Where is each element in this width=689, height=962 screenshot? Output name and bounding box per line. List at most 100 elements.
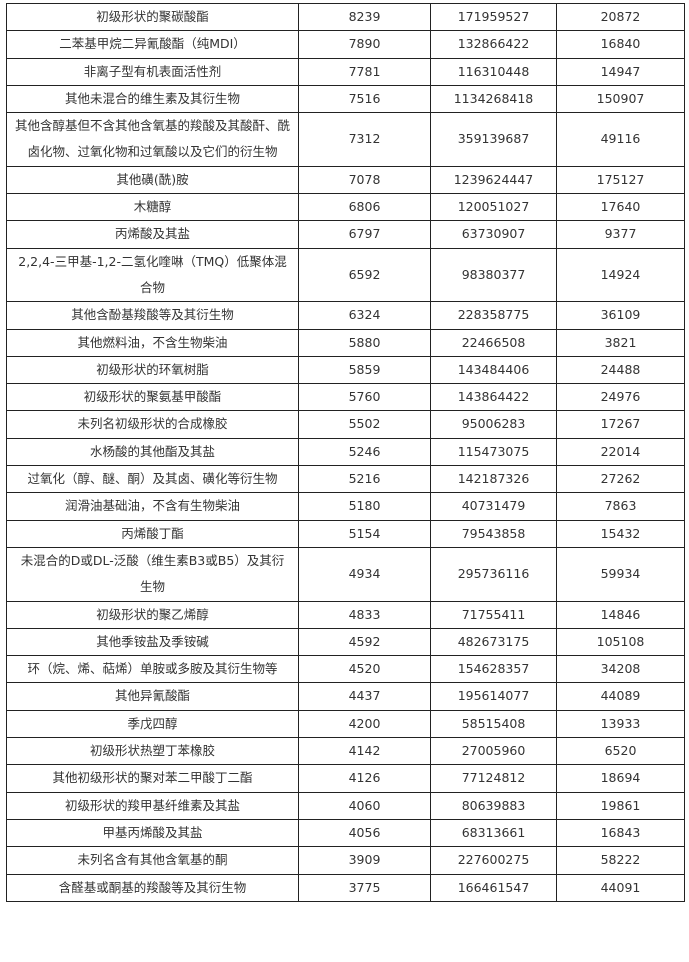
product-name-cell: 过氧化（醇、醚、酮）及其卤、磺化等衍生物 xyxy=(6,465,299,494)
value-cell-1: 4056 xyxy=(298,818,431,848)
value-cell-2: 120051027 xyxy=(430,193,557,222)
value-cell-2: 116310448 xyxy=(430,57,557,86)
table-row: 过氧化（醇、醚、酮）及其卤、磺化等衍生物 5216 142187326 27262 xyxy=(6,465,685,494)
value-cell-1: 3909 xyxy=(298,846,431,875)
value-cell-2: 1134268418 xyxy=(430,84,557,114)
table-row: 其他燃料油，不含生物柴油 5880 22466508 3821 xyxy=(6,328,685,357)
product-name-cell: 丙烯酸及其盐 xyxy=(6,220,299,249)
product-name-cell: 丙烯酸丁酯 xyxy=(6,519,299,548)
value-cell-3: 175127 xyxy=(556,165,685,195)
product-name-cell: 未列名含有其他含氧基的酮 xyxy=(6,846,299,875)
product-name-cell: 初级形状的聚乙烯醇 xyxy=(6,600,299,629)
value-cell-1: 7078 xyxy=(298,165,431,195)
value-cell-2: 132866422 xyxy=(430,30,557,59)
value-cell-3: 3821 xyxy=(556,328,685,357)
value-cell-3: 24488 xyxy=(556,355,685,385)
value-cell-3: 22014 xyxy=(556,437,685,467)
value-cell-2: 63730907 xyxy=(430,220,557,249)
value-cell-3: 105108 xyxy=(556,627,685,657)
product-name-cell: 水杨酸的其他酯及其盐 xyxy=(6,437,299,467)
table-row: 丙烯酸及其盐 6797 63730907 9377 xyxy=(6,220,685,249)
table-row: 季戊四醇 4200 58515408 13933 xyxy=(6,709,685,739)
value-cell-3: 17640 xyxy=(556,193,685,222)
product-name-cell: 其他初级形状的聚对苯二甲酸丁二酯 xyxy=(6,764,299,793)
value-cell-3: 7863 xyxy=(556,492,685,521)
value-cell-2: 95006283 xyxy=(430,410,557,439)
product-name-cell: 含醛基或酮基的羧酸等及其衍生物 xyxy=(6,873,299,902)
product-name-cell: 初级形状热塑丁苯橡胶 xyxy=(6,737,299,766)
value-cell-1: 4060 xyxy=(298,791,431,820)
table-row: 其他异氰酸酯 4437 195614077 44089 xyxy=(6,682,685,711)
value-cell-3: 34208 xyxy=(556,655,685,684)
product-name-cell: 甲基丙烯酸及其盐 xyxy=(6,818,299,848)
table-row: 未混合的D或DL-泛酸（维生素B3或B5）及其衍生物 4934 295736116 5… xyxy=(6,546,685,602)
data-table: 初级形状的聚碳酸酯 8239 171959527 20872 二苯基甲烷二异氰酸酯（纯M… xyxy=(6,2,685,902)
value-cell-1: 6324 xyxy=(298,301,431,330)
table-row: 其他初级形状的聚对苯二甲酸丁二酯 4126 77124812 18694 xyxy=(6,764,685,793)
value-cell-1: 5880 xyxy=(298,328,431,357)
product-name-cell: 润滑油基础油，不含有生物柴油 xyxy=(6,492,299,521)
value-cell-3: 58222 xyxy=(556,846,685,875)
value-cell-1: 5246 xyxy=(298,437,431,467)
value-cell-3: 16843 xyxy=(556,818,685,848)
value-cell-1: 4520 xyxy=(298,655,431,684)
product-name-cell: 初级形状的环氧树脂 xyxy=(6,355,299,385)
table-row: 二苯基甲烷二异氰酸酯（纯MDI） 7890 132866422 16840 xyxy=(6,30,685,59)
value-cell-1: 4437 xyxy=(298,682,431,711)
table-row: 未列名初级形状的合成橡胶 5502 95006283 17267 xyxy=(6,410,685,439)
value-cell-1: 7781 xyxy=(298,57,431,86)
product-name-cell: 其他异氰酸酯 xyxy=(6,682,299,711)
value-cell-1: 5760 xyxy=(298,383,431,412)
value-cell-1: 8239 xyxy=(298,2,431,32)
value-cell-1: 4126 xyxy=(298,764,431,793)
value-cell-3: 13933 xyxy=(556,709,685,739)
table-row: 甲基丙烯酸及其盐 4056 68313661 16843 xyxy=(6,818,685,848)
table-row: 非离子型有机表面活性剂 7781 116310448 14947 xyxy=(6,57,685,86)
value-cell-3: 20872 xyxy=(556,2,685,32)
value-cell-2: 22466508 xyxy=(430,328,557,357)
value-cell-2: 171959527 xyxy=(430,2,557,32)
product-name-cell: 其他未混合的维生素及其衍生物 xyxy=(6,84,299,114)
value-cell-2: 79543858 xyxy=(430,519,557,548)
table-row: 初级形状的羧甲基纤维素及其盐 4060 80639883 19861 xyxy=(6,791,685,820)
value-cell-2: 77124812 xyxy=(430,764,557,793)
product-name-cell: 其他燃料油，不含生物柴油 xyxy=(6,328,299,357)
value-cell-1: 5180 xyxy=(298,492,431,521)
table-row: 丙烯酸丁酯 5154 79543858 15432 xyxy=(6,519,685,548)
value-cell-1: 5859 xyxy=(298,355,431,385)
table-row: 2,2,4-三甲基-1,2-二氢化喹啉（TMQ）低聚体混合物 6592 983803… xyxy=(6,247,685,303)
table-row: 木糖醇 6806 120051027 17640 xyxy=(6,193,685,222)
product-name-cell: 其他磺(酰)胺 xyxy=(6,165,299,195)
value-cell-2: 143484406 xyxy=(430,355,557,385)
value-cell-3: 27262 xyxy=(556,465,685,494)
value-cell-2: 115473075 xyxy=(430,437,557,467)
value-cell-1: 7890 xyxy=(298,30,431,59)
product-name-cell: 环（烷、烯、萜烯）单胺或多胺及其衍生物等 xyxy=(6,655,299,684)
value-cell-2: 68313661 xyxy=(430,818,557,848)
value-cell-1: 7516 xyxy=(298,84,431,114)
value-cell-3: 17267 xyxy=(556,410,685,439)
value-cell-3: 59934 xyxy=(556,546,685,602)
value-cell-1: 4142 xyxy=(298,737,431,766)
value-cell-2: 71755411 xyxy=(430,600,557,629)
table-row: 其他含醇基但不含其他含氧基的羧酸及其酸酐、酰卤化物、过氧化物和过氧酸以及它们的衍… xyxy=(6,112,685,167)
value-cell-3: 14947 xyxy=(556,57,685,86)
value-cell-2: 166461547 xyxy=(430,873,557,902)
table-row: 其他未混合的维生素及其衍生物 7516 1134268418 150907 xyxy=(6,84,685,114)
value-cell-2: 154628357 xyxy=(430,655,557,684)
product-name-cell: 其他季铵盐及季铵碱 xyxy=(6,627,299,657)
table-row: 初级形状的聚乙烯醇 4833 71755411 14846 xyxy=(6,600,685,629)
table-row: 环（烷、烯、萜烯）单胺或多胺及其衍生物等 4520 154628357 34208 xyxy=(6,655,685,684)
value-cell-2: 482673175 xyxy=(430,627,557,657)
value-cell-1: 4934 xyxy=(298,546,431,602)
table-row: 含醛基或酮基的羧酸等及其衍生物 3775 166461547 44091 xyxy=(6,873,685,902)
value-cell-3: 44091 xyxy=(556,873,685,902)
value-cell-1: 4833 xyxy=(298,600,431,629)
value-cell-2: 142187326 xyxy=(430,465,557,494)
value-cell-3: 18694 xyxy=(556,764,685,793)
value-cell-2: 143864422 xyxy=(430,383,557,412)
value-cell-1: 6797 xyxy=(298,220,431,249)
value-cell-2: 40731479 xyxy=(430,492,557,521)
value-cell-2: 359139687 xyxy=(430,112,557,167)
value-cell-3: 19861 xyxy=(556,791,685,820)
